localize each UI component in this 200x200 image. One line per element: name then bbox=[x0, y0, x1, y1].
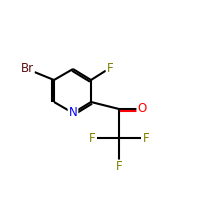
Text: F: F bbox=[116, 160, 122, 173]
Text: Br: Br bbox=[20, 62, 34, 75]
Text: O: O bbox=[137, 102, 147, 116]
Text: F: F bbox=[89, 132, 95, 144]
Text: F: F bbox=[143, 132, 149, 144]
Text: N: N bbox=[69, 106, 77, 119]
Text: F: F bbox=[107, 62, 113, 74]
